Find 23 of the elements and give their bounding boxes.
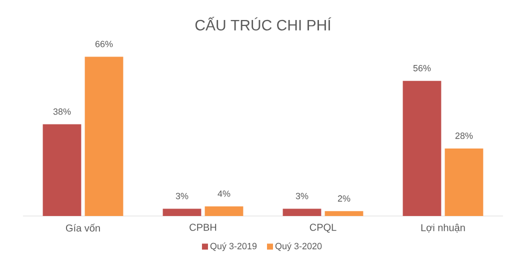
legend-label: Quý 3-2019: [210, 242, 257, 252]
bar: [324, 211, 364, 216]
bar: [42, 124, 82, 216]
bar: [282, 208, 322, 216]
data-label: 3%: [296, 192, 308, 200]
legend-label: Quý 3-2020: [275, 242, 322, 252]
data-label: 28%: [455, 132, 473, 139]
data-label: 38%: [53, 108, 71, 115]
x-tick-label: Lợi nhuận: [421, 224, 465, 233]
data-label: 2%: [338, 195, 350, 202]
x-tick-label: Gía vốn: [66, 224, 100, 232]
bar: [444, 148, 484, 216]
data-label: 3%: [176, 192, 188, 200]
bar: [204, 206, 244, 216]
bar: [84, 56, 124, 216]
x-tick-label: CPQL: [310, 224, 336, 233]
x-tick-label: CPBH: [190, 224, 216, 231]
data-label: 4%: [218, 190, 230, 197]
data-label: 66%: [95, 40, 113, 48]
data-label: 56%: [413, 64, 431, 72]
chart-title: CẤU TRÚC CHI PHÍ: [195, 16, 332, 30]
bar: [162, 208, 202, 216]
bar: [402, 80, 442, 216]
